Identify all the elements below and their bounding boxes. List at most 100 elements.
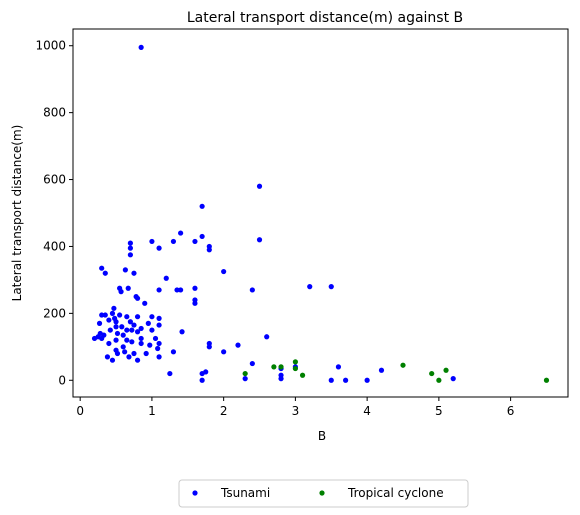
data-point [131, 350, 137, 357]
data-point [156, 287, 162, 293]
x-tick-label: 2 [220, 404, 228, 418]
data-point [138, 335, 144, 342]
data-point [543, 377, 550, 383]
data-point [174, 287, 180, 293]
data-point [106, 317, 112, 323]
data-point [145, 320, 151, 326]
data-point [206, 344, 212, 350]
data-point [364, 377, 370, 383]
data-point [299, 372, 306, 378]
data-point [138, 325, 144, 332]
data-point [111, 305, 117, 311]
data-point [178, 287, 184, 293]
y-tick-label: 200 [43, 306, 66, 320]
data-point [199, 203, 205, 209]
data-point [192, 238, 198, 245]
data-point [170, 349, 177, 355]
y-tick-label: 1000 [35, 39, 66, 53]
data-point [221, 349, 227, 355]
legend-marker-tropical-cyclone [319, 490, 325, 496]
y-axis-label: Lateral transport distance(m) [10, 125, 24, 302]
data-points [91, 44, 550, 383]
data-point [163, 275, 169, 281]
data-point [127, 245, 133, 251]
data-point [114, 330, 121, 337]
data-point [249, 360, 255, 367]
data-point [378, 367, 385, 373]
data-point [143, 350, 149, 357]
data-point [117, 312, 123, 318]
data-point [129, 339, 135, 345]
x-tick-label: 0 [76, 404, 84, 418]
data-point [131, 270, 137, 276]
data-point [156, 315, 162, 321]
data-point [107, 327, 113, 333]
data-point [127, 240, 133, 246]
data-point [156, 322, 162, 328]
legend: Tsunami Tropical cyclone [178, 479, 469, 508]
data-point [127, 319, 133, 325]
data-point [96, 320, 103, 326]
data-point [120, 332, 126, 338]
data-point [278, 364, 284, 370]
data-point [256, 183, 263, 189]
data-point [114, 350, 121, 357]
data-point [124, 327, 130, 333]
data-point [249, 287, 255, 293]
data-point [104, 354, 111, 360]
data-point [102, 270, 108, 276]
data-point [256, 237, 263, 243]
data-point [335, 364, 342, 370]
data-point [343, 377, 349, 383]
x-tick-label: 5 [435, 404, 443, 418]
legend-label-tsunami: Tsunami [220, 486, 270, 500]
data-point [102, 312, 108, 318]
data-point [119, 324, 125, 330]
data-point [242, 370, 248, 377]
data-point [192, 300, 198, 306]
data-point [156, 245, 162, 251]
data-point [126, 354, 132, 360]
data-point [328, 284, 334, 290]
data-point [134, 329, 141, 335]
y-tick-label: 0 [58, 373, 66, 387]
series-0 [91, 44, 456, 383]
data-point [106, 340, 112, 347]
data-point [124, 314, 130, 320]
data-point [242, 376, 248, 382]
data-point [113, 337, 119, 343]
data-point [278, 372, 284, 378]
data-point [221, 268, 227, 275]
data-point [192, 285, 198, 291]
data-point [156, 340, 162, 347]
legend-marker-tsunami [192, 490, 198, 496]
data-point [124, 337, 130, 343]
data-point [155, 345, 161, 352]
x-axis: 0 1 2 3 4 5 6 [76, 397, 514, 418]
data-point [235, 342, 241, 348]
data-point [127, 252, 133, 258]
data-point [149, 314, 155, 320]
y-tick-label: 800 [43, 106, 66, 120]
data-point [138, 340, 144, 347]
y-axis: 0 200 400 600 800 1000 [35, 39, 73, 387]
data-point [113, 319, 119, 325]
data-point [99, 265, 105, 271]
x-tick-label: 3 [292, 404, 300, 418]
data-point [206, 247, 212, 253]
x-axis-label: B [318, 429, 326, 443]
data-point [134, 295, 141, 301]
data-point [292, 365, 298, 372]
data-point [203, 369, 209, 375]
x-tick-label: 4 [363, 404, 371, 418]
data-point [134, 314, 141, 320]
data-point [129, 327, 135, 333]
data-point [101, 332, 107, 338]
data-point [400, 362, 406, 368]
chart-title: Lateral transport distance(m) against B [187, 10, 463, 26]
data-point [109, 310, 116, 316]
y-tick-label: 400 [43, 239, 66, 253]
data-point [122, 349, 128, 355]
data-point [122, 267, 128, 273]
legend-label-tropical-cyclone: Tropical cyclone [347, 486, 444, 500]
